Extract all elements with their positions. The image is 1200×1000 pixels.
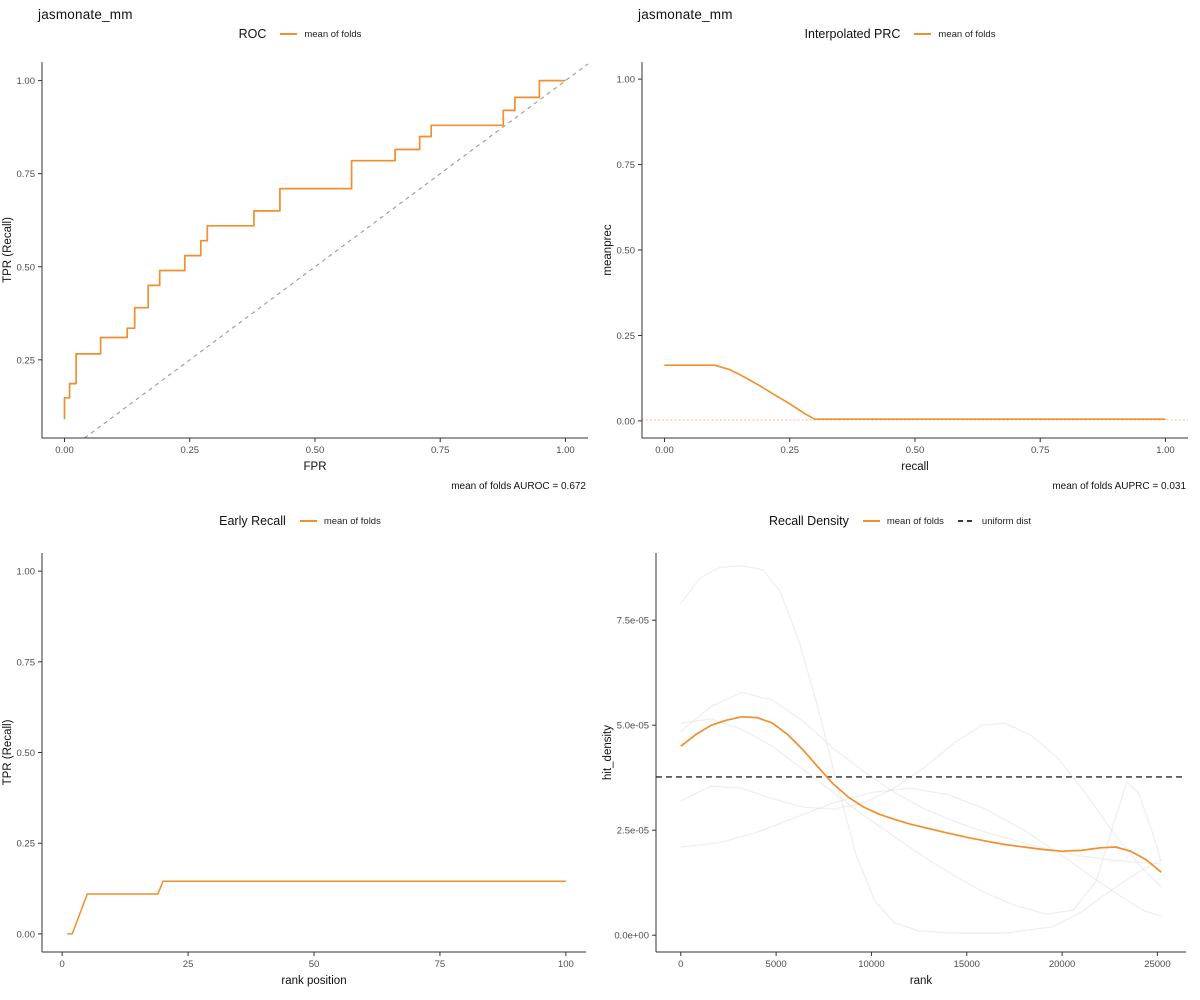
series-mean-of-folds xyxy=(67,880,566,935)
auroc-caption: mean of folds AUROC = 0.672 xyxy=(451,481,586,492)
chart-title: Interpolated PRC xyxy=(804,27,901,41)
x-axis-title: recall xyxy=(901,461,928,473)
legend-entry-mean-of-folds: mean of folds xyxy=(862,515,944,527)
legend-entry-uniform-dist: uniform dist xyxy=(957,515,1032,527)
x-tick-label: 10000 xyxy=(858,959,884,970)
x-tick-label: 0.25 xyxy=(181,445,200,456)
legend-entry-mean-of-folds: mean of folds xyxy=(299,515,381,527)
x-tick-label: 20000 xyxy=(1049,959,1075,970)
x-tick-label: 0.25 xyxy=(781,445,800,456)
series-fold-3 xyxy=(680,722,1162,888)
y-tick-label: 0.75 xyxy=(17,169,36,180)
x-tick-label: 1.00 xyxy=(1156,445,1175,456)
y-tick-label: 0.00 xyxy=(17,929,36,940)
y-tick-label: 1.00 xyxy=(617,75,636,86)
series-chance-diagonal xyxy=(84,63,589,439)
y-tick-label: 0.50 xyxy=(17,748,36,759)
series-mean-of-folds xyxy=(63,79,566,420)
series-mean-of-folds xyxy=(680,715,1162,873)
y-tick-label: 0.75 xyxy=(17,657,36,668)
x-tick-label: 0.50 xyxy=(906,445,925,456)
legend-label: mean of folds xyxy=(886,515,944,527)
x-tick-label: 0 xyxy=(678,959,683,970)
y-tick-label: 0.50 xyxy=(617,246,636,257)
y-tick-label: 1.00 xyxy=(17,76,36,87)
figure-suptitle: jasmonate_mm xyxy=(38,7,133,22)
y-tick-label: 0.25 xyxy=(17,839,36,850)
y-tick-label: 2.5e-05 xyxy=(617,826,649,837)
chart-title: Recall Density xyxy=(768,514,849,528)
early-recall-plot: 0 25 50 75 100 0.00 0.25 0.50 0.75 1.00 rank posit… xyxy=(2,553,586,987)
panel-early-recall: Early Recall mean of folds 0 25 50 75 100 0.0… xyxy=(0,505,600,1000)
x-tick-label: 0 xyxy=(59,959,64,970)
y-axis-title: TPR (Recall) xyxy=(2,719,14,785)
x-tick-label: 100 xyxy=(558,959,574,970)
x-tick-label: 50 xyxy=(309,959,320,970)
auprc-caption: mean of folds AUPRC = 0.031 xyxy=(1052,481,1186,492)
series-fold-1 xyxy=(680,565,1162,934)
x-axis-title: rank position xyxy=(281,975,346,987)
legend-entry-mean-of-folds: mean of folds xyxy=(914,29,995,40)
x-tick-label: 25 xyxy=(183,959,194,970)
figure-suptitle: jasmonate_mm xyxy=(638,7,733,22)
y-axis-title: meanprec xyxy=(602,224,614,275)
series-fold-4 xyxy=(680,787,1162,917)
chart-title: Early Recall xyxy=(219,514,286,528)
legend-line-icon xyxy=(862,520,880,522)
x-tick-label: 0.00 xyxy=(55,445,74,456)
panel-recall-density: Recall Density mean of folds uniform dis… xyxy=(600,505,1200,1000)
x-tick-label: 25000 xyxy=(1144,959,1170,970)
roc-header: ROC mean of folds xyxy=(0,27,600,41)
recall-density-header: Recall Density mean of folds uniform dis… xyxy=(600,514,1200,528)
x-axis-title: rank xyxy=(910,975,933,987)
y-tick-label: 0.50 xyxy=(17,262,36,273)
panel-roc: jasmonate_mm ROC mean of folds 0.00 0.25 0… xyxy=(0,0,600,505)
prc-header: Interpolated PRC mean of folds xyxy=(600,27,1200,41)
series-fold-5 xyxy=(680,718,1162,915)
y-tick-label: 0.25 xyxy=(617,331,636,342)
y-tick-label: 5.0e-05 xyxy=(617,721,649,732)
x-tick-label: 0.75 xyxy=(431,445,450,456)
x-axis-title: FPR xyxy=(304,461,327,473)
x-tick-label: 1.00 xyxy=(556,445,575,456)
panel-prc: jasmonate_mm Interpolated PRC mean of fo… xyxy=(600,0,1200,505)
series-fold-2 xyxy=(680,691,1162,865)
x-tick-label: 75 xyxy=(435,959,446,970)
legend-line-icon xyxy=(299,520,317,522)
legend-entry-mean-of-folds: mean of folds xyxy=(280,29,361,40)
x-tick-label: 0.00 xyxy=(655,445,674,456)
chart-title: ROC xyxy=(238,27,267,41)
x-tick-label: 5000 xyxy=(766,959,787,970)
recall-density-plot: 0 5000 10000 15000 20000 25000 0.0e+00 2.5e-05 5… xyxy=(602,553,1186,987)
early-recall-header: Early Recall mean of folds xyxy=(0,514,600,528)
x-tick-label: 0.75 xyxy=(1031,445,1050,456)
y-tick-label: 0.00 xyxy=(617,416,636,427)
x-tick-label: 0.50 xyxy=(306,445,325,456)
x-tick-label: 15000 xyxy=(954,959,980,970)
y-tick-label: 0.0e+00 xyxy=(614,931,649,942)
legend-label: mean of folds xyxy=(938,28,996,40)
legend-label: uniform dist xyxy=(981,515,1032,527)
y-axis-title: TPR (Recall) xyxy=(2,217,14,283)
legend-label: mean of folds xyxy=(323,515,381,527)
y-tick-label: 1.00 xyxy=(17,567,36,578)
legend-label: mean of folds xyxy=(304,28,362,40)
series-mean-of-folds xyxy=(664,364,1166,420)
legend-dashed-line-icon xyxy=(957,520,975,522)
legend-line-icon xyxy=(280,33,298,35)
y-tick-label: 0.25 xyxy=(17,355,36,366)
y-tick-label: 7.5e-05 xyxy=(617,616,649,627)
roc-plot: 0.00 0.25 0.50 0.75 1.00 0.25 0.50 0.75 1.00 FPR T… xyxy=(2,62,589,473)
y-axis-title: hit_density xyxy=(602,725,614,780)
legend-line-icon xyxy=(914,33,932,35)
prc-plot: 0.00 0.25 0.50 0.75 1.00 0.00 0.25 0.50 0.75 1.00… xyxy=(602,62,1188,473)
y-tick-label: 0.75 xyxy=(617,160,636,171)
